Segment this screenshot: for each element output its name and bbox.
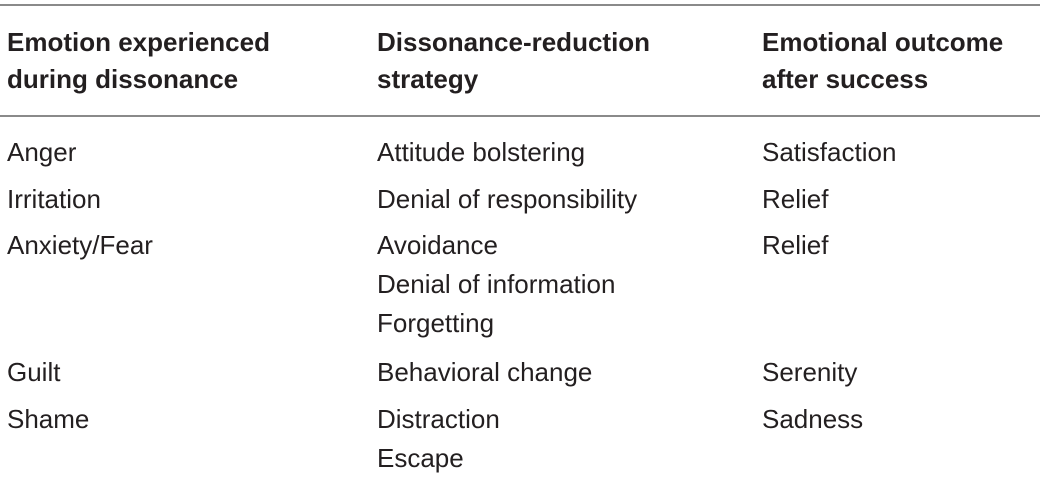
cell-outcome: Serenity bbox=[762, 353, 857, 392]
cell-text: Escape bbox=[377, 443, 464, 473]
header-text: Dissonance-reduction bbox=[377, 27, 651, 57]
header-emotion: Emotion experienced during dissonance bbox=[7, 24, 270, 98]
cell-text: Anxiety/Fear bbox=[7, 230, 153, 260]
cell-strategy: Behavioral change bbox=[377, 353, 592, 392]
cell-text: Shame bbox=[7, 404, 90, 434]
header-text: during dissonance bbox=[7, 64, 239, 94]
cell-text: Forgetting bbox=[377, 308, 495, 338]
header-text: strategy bbox=[377, 64, 479, 94]
cell-text: Attitude bolstering bbox=[377, 137, 586, 167]
cell-text: Irritation bbox=[7, 184, 101, 214]
top-rule bbox=[0, 4, 1040, 6]
cell-text: Relief bbox=[762, 230, 829, 260]
cell-outcome: Satisfaction bbox=[762, 133, 896, 172]
cell-outcome: Relief bbox=[762, 180, 828, 219]
cell-outcome: Sadness bbox=[762, 400, 863, 439]
cell-text: Sadness bbox=[762, 404, 864, 434]
cell-emotion: Guilt bbox=[7, 353, 60, 392]
cell-emotion: Irritation bbox=[7, 180, 101, 219]
header-text: Emotional outcome bbox=[762, 27, 1004, 57]
cell-text: Satisfaction bbox=[762, 137, 897, 167]
cell-text: Relief bbox=[762, 184, 829, 214]
cell-text: Avoidance bbox=[377, 230, 498, 260]
cell-strategy: Attitude bolstering bbox=[377, 133, 585, 172]
header-rule bbox=[0, 115, 1040, 117]
cell-strategy: Denial of responsibility bbox=[377, 180, 637, 219]
cell-outcome: Relief bbox=[762, 226, 828, 265]
header-outcome: Emotional outcome after success bbox=[762, 24, 1003, 98]
cell-strategy: Distraction Escape bbox=[377, 400, 500, 478]
cell-text: Denial of responsibility bbox=[377, 184, 638, 214]
cell-text: Serenity bbox=[762, 357, 858, 387]
cell-text: Denial of information bbox=[377, 269, 616, 299]
cell-text: Distraction bbox=[377, 404, 500, 434]
header-text: after success bbox=[762, 64, 929, 94]
cell-emotion: Shame bbox=[7, 400, 89, 439]
cell-emotion: Anxiety/Fear bbox=[7, 226, 153, 265]
header-text: Emotion experienced bbox=[7, 27, 270, 57]
header-strategy: Dissonance-reduction strategy bbox=[377, 24, 650, 98]
cell-text: Anger bbox=[7, 137, 77, 167]
cell-text: Behavioral change bbox=[377, 357, 593, 387]
cell-strategy: Avoidance Denial of information Forgetting bbox=[377, 226, 615, 343]
cell-text: Guilt bbox=[7, 357, 61, 387]
cell-emotion: Anger bbox=[7, 133, 76, 172]
